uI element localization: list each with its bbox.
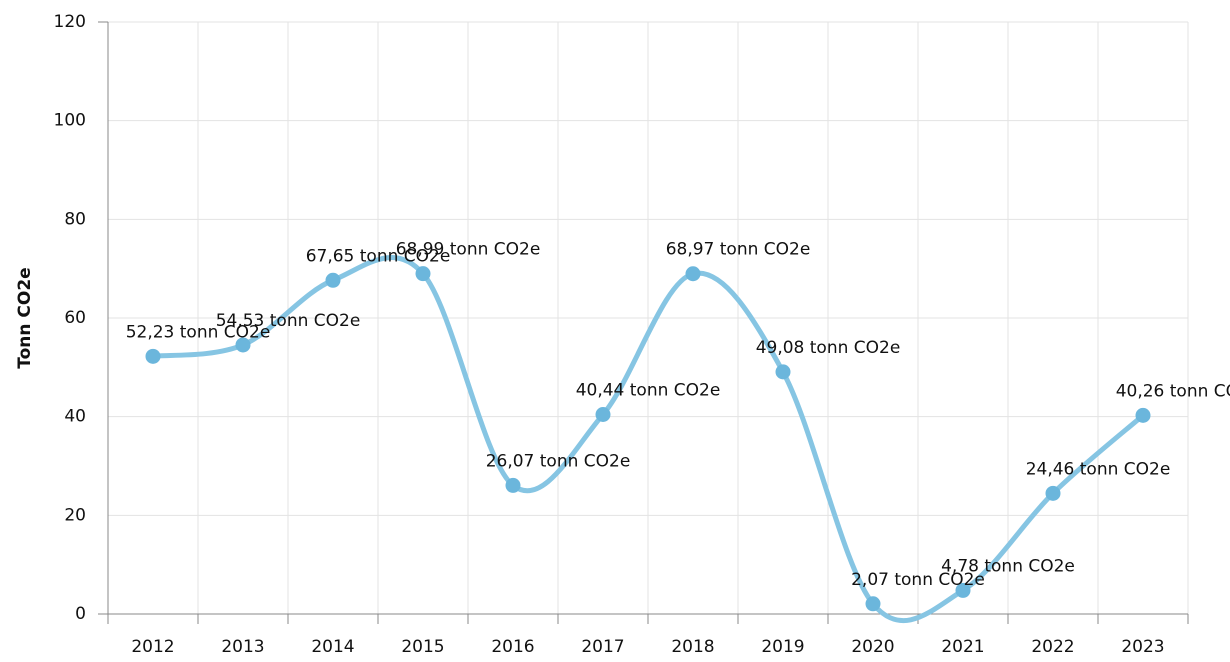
marker	[1135, 407, 1151, 423]
y-tick-label: 120	[54, 12, 86, 32]
y-tick-label: 80	[64, 209, 86, 229]
x-tick-label: 2016	[491, 637, 534, 657]
marker	[1045, 485, 1061, 501]
y-tick-label: 60	[64, 308, 86, 328]
data-label: 68,99 tonn CO2e	[396, 240, 541, 260]
marker	[595, 406, 611, 422]
marker	[235, 337, 251, 353]
data-label: 54,53 tonn CO2e	[216, 311, 361, 331]
marker	[775, 364, 791, 380]
y-tick-label: 40	[64, 407, 86, 427]
x-tick-label: 2013	[221, 637, 264, 657]
marker	[505, 477, 521, 493]
data-label: 40,26 tonn CO2e	[1116, 381, 1230, 401]
marker	[325, 272, 341, 288]
x-tick-label: 2020	[851, 637, 894, 657]
x-tick-label: 2017	[581, 637, 624, 657]
marker	[145, 348, 161, 364]
x-tick-label: 2023	[1121, 637, 1164, 657]
y-tick-label: 0	[75, 604, 86, 624]
x-tick-label: 2021	[941, 637, 984, 657]
data-label: 4,78 tonn CO2e	[941, 556, 1075, 576]
data-label: 2,07 tonn CO2e	[851, 570, 985, 590]
x-tick-label: 2015	[401, 637, 444, 657]
data-label: 40,44 tonn CO2e	[576, 380, 721, 400]
data-label: 49,08 tonn CO2e	[756, 338, 901, 358]
marker	[955, 582, 971, 598]
data-label: 68,97 tonn CO2e	[666, 240, 811, 260]
x-tick-label: 2014	[311, 637, 354, 657]
data-label: 52,23 tonn CO2e	[126, 322, 271, 342]
x-tick-label: 2018	[671, 637, 714, 657]
data-label: 67,65 tonn CO2e	[306, 246, 451, 266]
marker	[415, 266, 431, 282]
marker	[685, 266, 701, 282]
data-label: 24,46 tonn CO2e	[1026, 459, 1171, 479]
data-label: 26,07 tonn CO2e	[486, 451, 631, 471]
x-tick-label: 2022	[1031, 637, 1074, 657]
y-axis-label: Tonn CO2e	[15, 267, 35, 368]
marker	[865, 596, 881, 612]
y-tick-label: 100	[54, 111, 86, 131]
x-tick-label: 2012	[131, 637, 174, 657]
x-tick-label: 2019	[761, 637, 804, 657]
y-tick-label: 20	[64, 505, 86, 525]
